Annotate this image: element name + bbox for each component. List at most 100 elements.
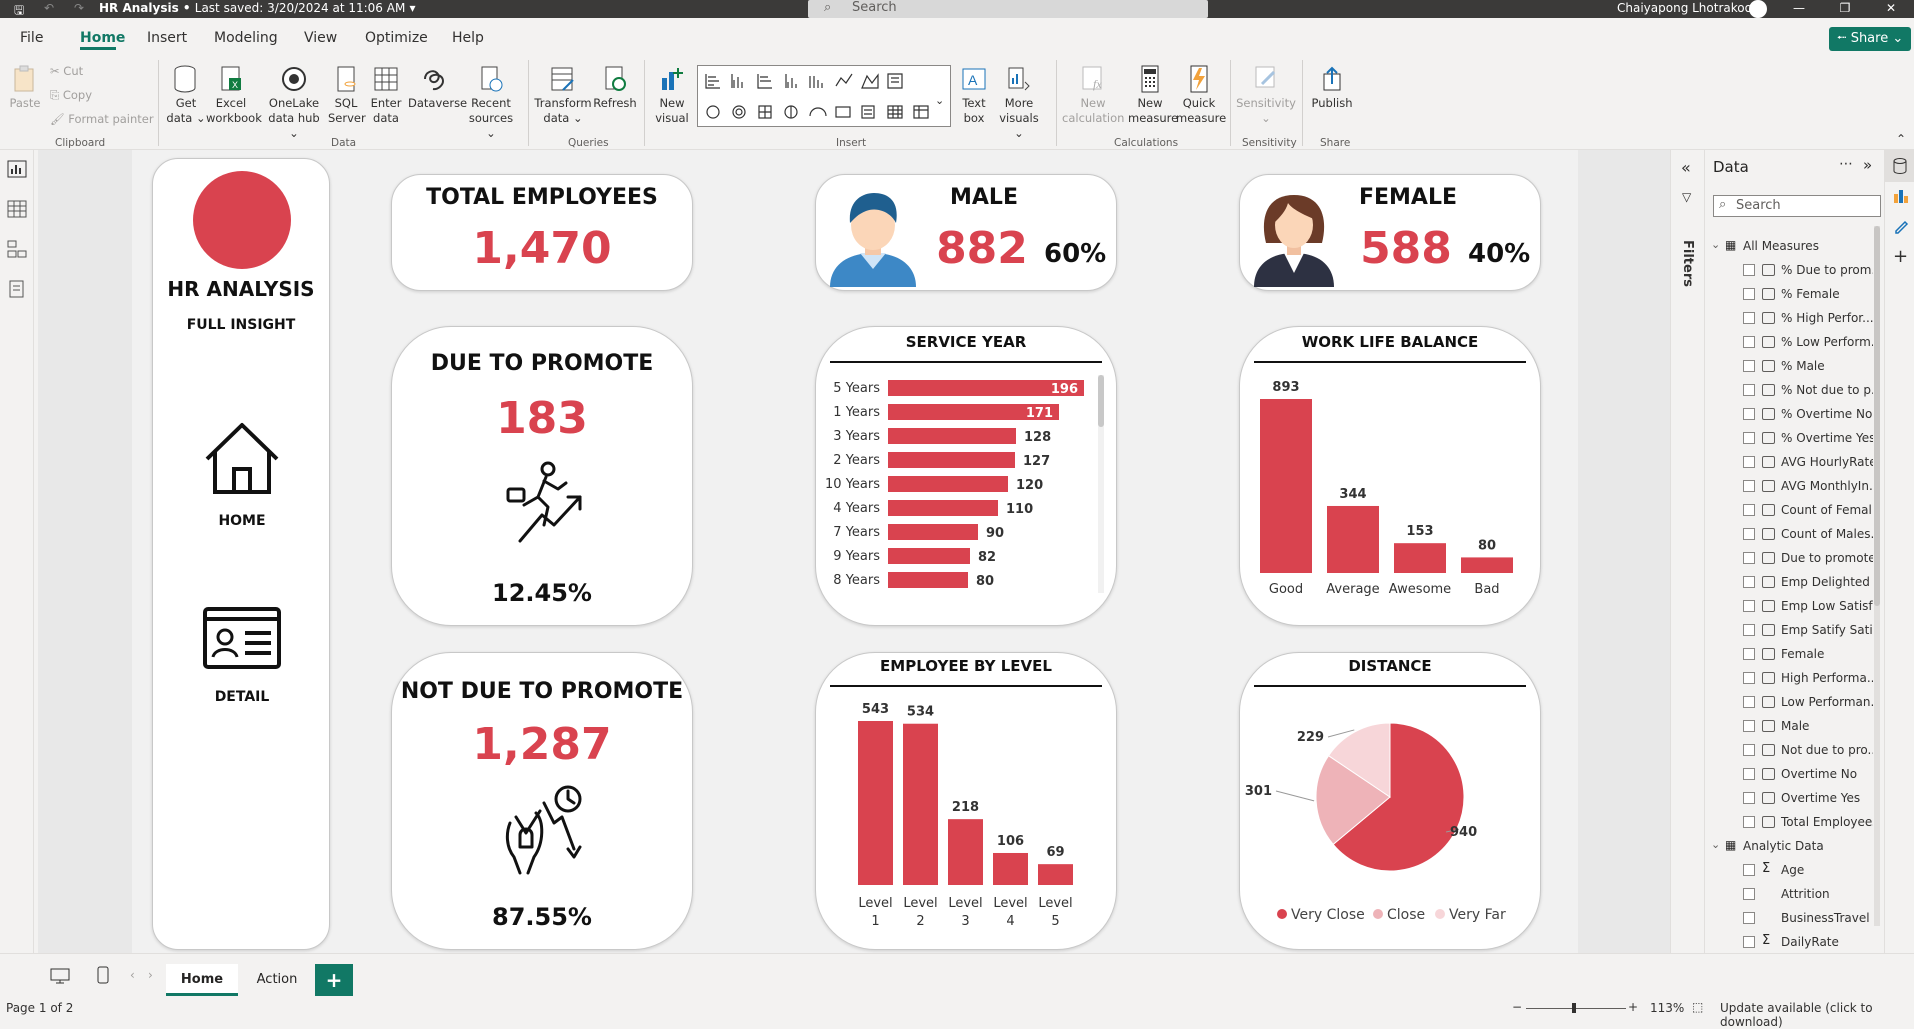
menu-view[interactable]: View xyxy=(304,30,338,46)
save-icon[interactable]: 🖫 xyxy=(14,3,25,17)
gallery-expand-icon[interactable]: ⌄ xyxy=(935,94,945,107)
field-measure[interactable]: % High Perfor... xyxy=(1705,306,1873,330)
dataverse-button[interactable]: Dataverse xyxy=(408,64,467,111)
total-employees-card[interactable]: TOTAL EMPLOYEES 1,470 xyxy=(391,174,693,291)
user-name[interactable]: Chaiyapong Lhotrakool xyxy=(1617,1,1756,15)
add-page-button[interactable]: + xyxy=(315,964,353,996)
chart-scrollbar-track[interactable] xyxy=(1098,375,1104,593)
field-checkbox[interactable] xyxy=(1743,480,1755,492)
field-checkbox[interactable] xyxy=(1743,384,1755,396)
field-measure[interactable]: Total Employees xyxy=(1705,810,1873,834)
field-measure[interactable]: % Female xyxy=(1705,282,1873,306)
search-input[interactable]: ⌕ Search xyxy=(808,0,1208,18)
field-checkbox[interactable] xyxy=(1743,432,1755,444)
field-measure[interactable]: Count of Femal... xyxy=(1705,498,1873,522)
field-checkbox[interactable] xyxy=(1743,456,1755,468)
field-checkbox[interactable] xyxy=(1743,792,1755,804)
due-to-promote-card[interactable]: DUE TO PROMOTE 183 12.45% xyxy=(391,326,693,626)
field-measure[interactable]: % Due to prom... xyxy=(1705,258,1873,282)
publish-button[interactable]: Publish xyxy=(1308,64,1356,111)
work-life-balance-card[interactable]: WORK LIFE BALANCE 893 Good 344 Average 153 Aw… xyxy=(1239,326,1541,626)
visual-gallery[interactable] xyxy=(697,65,951,127)
field-measure[interactable]: Low Performan... xyxy=(1705,690,1873,714)
field-measure[interactable]: % Overtime Yes xyxy=(1705,426,1873,450)
field-column[interactable]: BusinessTravel xyxy=(1705,906,1873,930)
field-measure[interactable]: Count of Males... xyxy=(1705,522,1873,546)
zoom-out-button[interactable]: − xyxy=(1512,1000,1523,1014)
redo-icon[interactable]: ↷ xyxy=(74,1,85,15)
field-checkbox[interactable] xyxy=(1743,864,1755,876)
new-measure-button[interactable]: New measure xyxy=(1128,64,1178,126)
collapse-right-icon[interactable]: » xyxy=(1863,156,1873,174)
transform-data-button[interactable]: Transform data ⌄ xyxy=(534,64,592,126)
recent-sources-button[interactable]: Recent sources ⌄ xyxy=(466,64,516,141)
menu-help[interactable]: Help xyxy=(452,30,484,46)
field-checkbox[interactable] xyxy=(1743,648,1755,660)
menu-file[interactable]: File xyxy=(20,30,44,46)
undo-icon[interactable]: ↶ xyxy=(44,1,55,15)
field-measure[interactable]: Female xyxy=(1705,642,1873,666)
more-options-icon[interactable]: ⋯ xyxy=(1839,156,1853,172)
text-box-button[interactable]: A Text box xyxy=(956,64,992,126)
field-measure[interactable]: Emp Low Satisf... xyxy=(1705,594,1873,618)
zoom-slider-thumb[interactable] xyxy=(1572,1003,1576,1013)
field-checkbox[interactable] xyxy=(1743,504,1755,516)
mobile-layout-icon[interactable] xyxy=(97,966,109,984)
chart-scrollbar-thumb[interactable] xyxy=(1098,375,1104,427)
female-card[interactable]: FEMALE 588 40% xyxy=(1239,174,1541,291)
field-column[interactable]: Σ DailyRate xyxy=(1705,930,1873,954)
field-checkbox[interactable] xyxy=(1743,888,1755,900)
field-checkbox[interactable] xyxy=(1743,720,1755,732)
avatar[interactable] xyxy=(1749,0,1767,18)
cut-button[interactable]: ✂ Cut xyxy=(50,64,84,78)
field-checkbox[interactable] xyxy=(1743,936,1755,948)
desktop-layout-icon[interactable] xyxy=(50,968,70,984)
menu-home[interactable]: Home xyxy=(80,30,126,46)
excel-workbook-button[interactable]: X Excel workbook xyxy=(206,64,262,126)
table-all-measures[interactable]: ⌄ ▦ All Measures xyxy=(1705,234,1873,258)
data-icon[interactable] xyxy=(1893,158,1907,174)
field-measure[interactable]: Overtime No xyxy=(1705,762,1873,786)
field-measure[interactable]: % Overtime No xyxy=(1705,402,1873,426)
collapse-ribbon-icon[interactable]: ⌃ xyxy=(1896,132,1907,146)
field-checkbox[interactable] xyxy=(1743,912,1755,924)
dax-query-view-icon[interactable] xyxy=(7,280,27,298)
paste-button[interactable]: Paste xyxy=(8,64,42,111)
field-measure[interactable]: % Not due to p... xyxy=(1705,378,1873,402)
data-search-input[interactable]: ⌕ Search xyxy=(1713,195,1881,217)
get-data-button[interactable]: Get data ⌄ xyxy=(164,64,208,126)
field-checkbox[interactable] xyxy=(1743,768,1755,780)
field-measure[interactable]: Due to promote xyxy=(1705,546,1873,570)
fit-to-page-icon[interactable]: ⬚ xyxy=(1692,1000,1704,1014)
field-checkbox[interactable] xyxy=(1743,672,1755,684)
onelake-data-hub-button[interactable]: OneLake data hub ⌄ xyxy=(264,64,324,141)
sensitivity-button[interactable]: Sensitivity ⌄ xyxy=(1236,64,1296,126)
field-checkbox[interactable] xyxy=(1743,552,1755,564)
prev-page-icon[interactable]: ‹ xyxy=(130,968,135,982)
field-checkbox[interactable] xyxy=(1743,408,1755,420)
tab-home[interactable]: Home xyxy=(166,964,238,996)
collapse-left-icon[interactable]: « xyxy=(1681,158,1691,177)
new-calculation-button[interactable]: fx New calculation xyxy=(1062,64,1124,126)
field-checkbox[interactable] xyxy=(1743,288,1755,300)
field-column[interactable]: Σ Age xyxy=(1705,858,1873,882)
menu-modeling[interactable]: Modeling xyxy=(214,30,278,46)
field-column[interactable]: Attrition xyxy=(1705,882,1873,906)
field-checkbox[interactable] xyxy=(1743,696,1755,708)
field-checkbox[interactable] xyxy=(1743,576,1755,588)
zoom-in-button[interactable]: + xyxy=(1628,1000,1639,1014)
field-measure[interactable]: % Low Perform... xyxy=(1705,330,1873,354)
app-title[interactable]: HR Analysis • Last saved: 3/20/2024 at 1… xyxy=(99,1,416,15)
data-pane-scroll-thumb[interactable] xyxy=(1874,226,1880,606)
model-view-icon[interactable] xyxy=(7,240,27,258)
menu-optimize[interactable]: Optimize xyxy=(365,30,428,46)
enter-data-button[interactable]: Enter data xyxy=(368,64,404,126)
detail-nav-button[interactable]: DETAIL xyxy=(199,605,285,725)
field-checkbox[interactable] xyxy=(1743,336,1755,348)
field-measure[interactable]: AVG MonthlyIn... xyxy=(1705,474,1873,498)
field-measure[interactable]: Emp Satify Sati... xyxy=(1705,618,1873,642)
field-measure[interactable]: Overtime Yes xyxy=(1705,786,1873,810)
field-checkbox[interactable] xyxy=(1743,312,1755,324)
format-painter-button[interactable]: 🖌 Format painter xyxy=(50,112,154,126)
field-checkbox[interactable] xyxy=(1743,600,1755,612)
